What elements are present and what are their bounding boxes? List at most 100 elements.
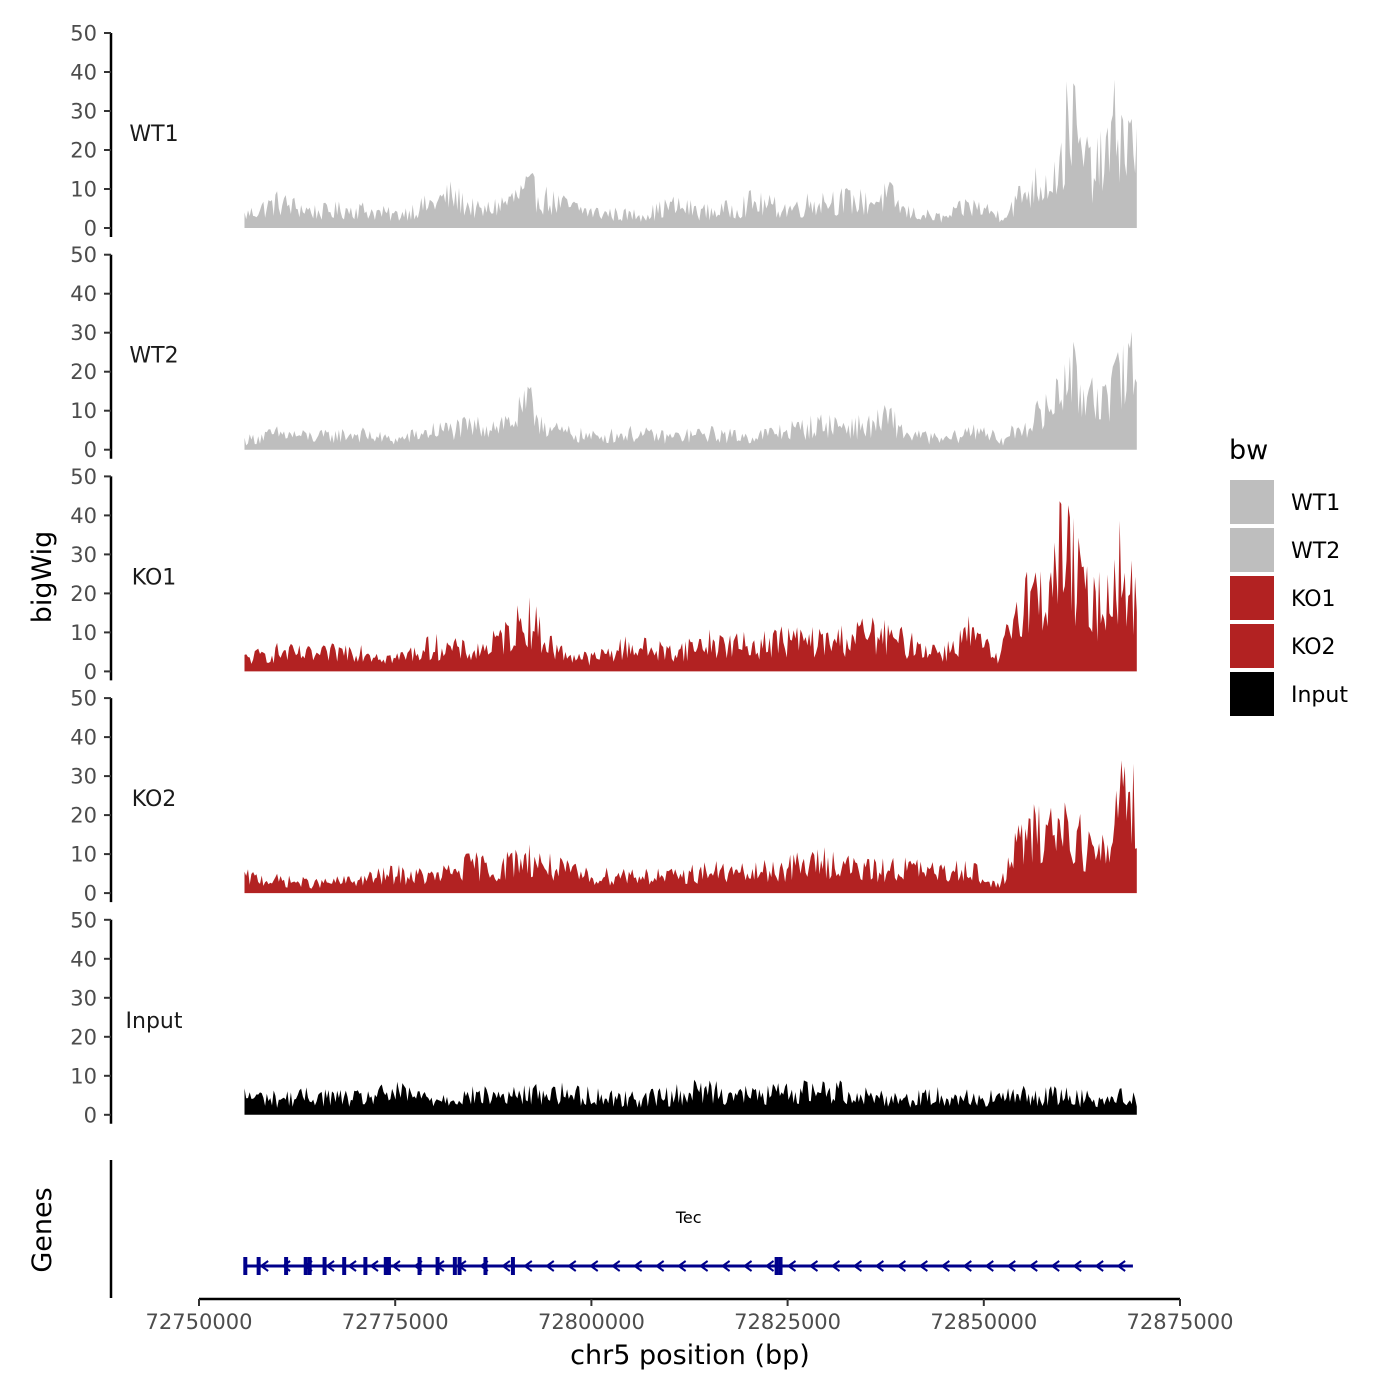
strand-arrow	[369, 1260, 379, 1272]
gene-exon	[483, 1257, 488, 1275]
gene-exon	[307, 1257, 312, 1275]
strand-arrow	[676, 1260, 687, 1272]
x-tick-label: 72850000	[930, 1310, 1037, 1334]
strand-arrow	[611, 1260, 621, 1272]
gene-exon	[383, 1257, 388, 1275]
legend-title: bw	[1229, 435, 1268, 466]
y-tick-label: 20	[70, 139, 97, 163]
legend-label-ko2: KO2	[1291, 635, 1336, 660]
strand-arrow	[567, 1260, 577, 1272]
strand-arrow	[1072, 1260, 1082, 1272]
strand-arrow	[545, 1260, 555, 1272]
x-axis-title: chr5 position (bp)	[570, 1340, 810, 1371]
signal-area-ko1	[244, 501, 1137, 672]
y-tick-label: 50	[70, 243, 97, 267]
panel-label-wt1: WT1	[129, 122, 178, 147]
panel-wt1: 0 10 20 30 40 50 WT1	[70, 22, 1137, 241]
y-tick-label: 20	[70, 804, 97, 828]
y-tick-label: 50	[70, 687, 97, 711]
signal-area-ko2	[244, 760, 1137, 894]
strand-arrow	[808, 1260, 819, 1272]
strand-arrow	[1028, 1260, 1038, 1272]
y-tick-label: 0	[84, 660, 97, 684]
gene-exon	[342, 1257, 347, 1275]
gene-exon	[778, 1257, 783, 1275]
legend-label-wt2: WT2	[1291, 539, 1340, 564]
panel-label-input: Input	[126, 1009, 183, 1034]
strand-arrow	[984, 1260, 994, 1272]
gene-exon	[417, 1257, 422, 1275]
legend-key-wt2	[1230, 528, 1274, 572]
legend: bw WT1 WT2 KO1 KO2 Input	[1229, 435, 1348, 716]
strand-arrow	[325, 1260, 335, 1272]
x-axis: 72750000 72775000 72800000 72825000 72850000…	[146, 1297, 1233, 1334]
y-tick-label: 30	[70, 321, 97, 345]
gene-exon	[363, 1257, 368, 1275]
strand-arrow	[347, 1260, 357, 1272]
signal-area-wt2	[244, 331, 1137, 450]
gene-exon	[386, 1257, 391, 1275]
strand-arrow	[742, 1260, 753, 1272]
legend-label-input: Input	[1291, 683, 1348, 708]
y-tick-label: 40	[70, 726, 97, 750]
x-tick-label: 72775000	[342, 1310, 449, 1334]
strand-arrow	[962, 1260, 972, 1272]
y-tick-label: 10	[70, 399, 97, 423]
signal-area-wt1	[244, 79, 1137, 228]
x-tick-label: 72825000	[734, 1310, 841, 1334]
panel-input: 0 10 20 30 40 50 Input	[70, 908, 1137, 1127]
strand-arrow	[391, 1260, 401, 1272]
y-tick-label: 50	[70, 22, 97, 46]
gene-exon	[284, 1257, 289, 1275]
signal-panels: 0 10 20 30 40 50 WT1 0 10 20 30 40 50 WT2 0 10 20 30 40 50 K…	[70, 22, 1137, 1127]
legend-label-wt1: WT1	[1291, 491, 1340, 516]
strand-arrow	[1094, 1260, 1104, 1272]
y-tick-label: 30	[70, 543, 97, 567]
y-tick-label: 10	[70, 843, 97, 867]
gene-exon	[457, 1257, 462, 1275]
panel-ko1: 0 10 20 30 40 50 KO1	[70, 465, 1137, 684]
panel-label-wt2: WT2	[129, 344, 178, 369]
y-tick-label: 40	[70, 504, 97, 528]
y-tick-label: 0	[84, 1103, 97, 1127]
y-axis-title: bigWig	[27, 531, 58, 624]
gene-exon	[452, 1257, 457, 1275]
gene-exon	[303, 1257, 308, 1275]
genes-axis-title: Genes	[27, 1187, 58, 1272]
strand-arrow	[698, 1260, 709, 1272]
panel-label-ko2: KO2	[132, 787, 177, 812]
strand-arrow	[1006, 1260, 1016, 1272]
genes-track: Tec	[109, 1160, 1133, 1298]
y-tick-label: 20	[70, 1025, 97, 1049]
strand-arrow	[501, 1260, 511, 1272]
legend-key-wt1	[1230, 480, 1274, 524]
strand-arrow	[720, 1260, 731, 1272]
strand-arrow	[918, 1260, 928, 1272]
gene-exon	[256, 1257, 261, 1275]
y-tick-label: 30	[70, 765, 97, 789]
strand-arrow	[523, 1260, 533, 1272]
strand-arrow	[1116, 1260, 1126, 1272]
y-tick-label: 20	[70, 582, 97, 606]
legend-key-ko1	[1230, 576, 1274, 620]
gene-exon	[243, 1257, 248, 1275]
x-tick-label: 72800000	[538, 1310, 645, 1334]
strand-arrow	[1050, 1260, 1060, 1272]
y-tick-label: 50	[70, 465, 97, 489]
y-tick-label: 10	[70, 178, 97, 202]
panel-ko2: 0 10 20 30 40 50 KO2	[70, 687, 1137, 906]
y-tick-label: 50	[70, 908, 97, 932]
gene-exon	[435, 1257, 440, 1275]
strand-arrow	[589, 1260, 599, 1272]
gene-exon	[510, 1257, 515, 1275]
strand-arrow	[654, 1260, 665, 1272]
y-tick-label: 0	[84, 882, 97, 906]
gene-name-label: Tec	[675, 1208, 702, 1227]
gene-exon	[322, 1257, 327, 1275]
y-tick-label: 0	[84, 217, 97, 241]
strand-arrow	[896, 1260, 906, 1272]
y-tick-label: 20	[70, 360, 97, 384]
gene-exon	[774, 1257, 779, 1275]
y-tick-label: 10	[70, 621, 97, 645]
